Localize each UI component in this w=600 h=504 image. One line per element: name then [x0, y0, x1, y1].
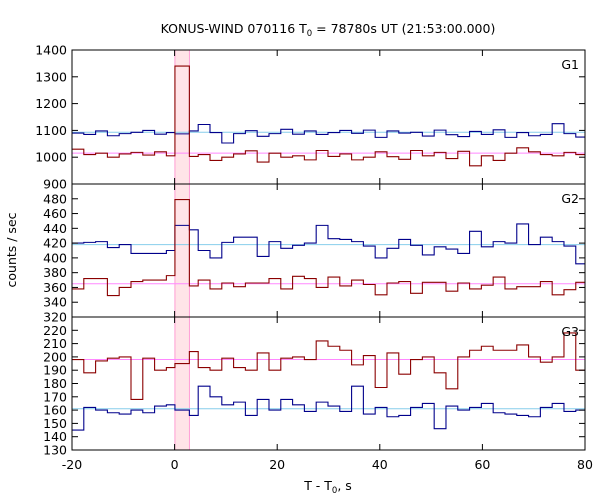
x-tick-label: 20	[269, 457, 285, 472]
y-tick-label: 190	[43, 363, 67, 378]
y-tick-label: 210	[43, 336, 67, 351]
y-tick-label: 140	[43, 429, 67, 444]
panel-frame	[71, 316, 586, 451]
panel-frame	[71, 183, 586, 318]
ticks-layer	[71, 49, 586, 451]
x-tick-label: 80	[577, 457, 593, 472]
histogram-series-line	[72, 223, 585, 265]
x-tick-label: 40	[372, 457, 388, 472]
panel-label: G3	[561, 324, 579, 339]
y-tick-label: 1400	[35, 43, 67, 58]
panel-label: G1	[561, 57, 579, 72]
highlight-layer	[174, 50, 190, 450]
y-tick-label: 1000	[35, 150, 67, 165]
panel-label: G2	[561, 191, 579, 206]
y-tick-label: 1300	[35, 69, 67, 84]
y-tick-label: 160	[43, 403, 67, 418]
y-tick-label: 220	[43, 323, 67, 338]
y-tick-label: 150	[43, 416, 67, 431]
text-layer: KONUS-WIND 070116 T0 = 78780s UT (21:53:…	[4, 21, 593, 496]
histogram-series-line	[72, 65, 585, 167]
frames-layer	[71, 49, 586, 451]
y-tick-label: 380	[43, 265, 67, 280]
y-tick-label: 130	[43, 443, 67, 458]
x-tick-label: -20	[62, 457, 82, 472]
background-lines-layer	[72, 131, 585, 410]
histogram-series-line	[72, 123, 585, 144]
y-tick-label: 170	[43, 389, 67, 404]
chart-title: KONUS-WIND 070116 T0 = 78780s UT (21:53:…	[161, 21, 496, 39]
x-tick-label: 0	[171, 457, 179, 472]
y-tick-label: 1200	[35, 96, 67, 111]
histogram-series-line	[72, 385, 585, 431]
y-axis-label: counts / sec	[4, 212, 19, 287]
y-tick-label: 900	[43, 177, 67, 192]
panel-frame	[71, 49, 586, 185]
x-tick-label: 60	[474, 457, 490, 472]
y-tick-label: 360	[43, 280, 67, 295]
y-tick-label: 460	[43, 206, 67, 221]
y-tick-label: 480	[43, 191, 67, 206]
y-tick-label: 440	[43, 221, 67, 236]
y-tick-label: 180	[43, 376, 67, 391]
histogram-series-line	[72, 198, 585, 297]
highlight-band	[174, 50, 190, 450]
y-tick-label: 320	[43, 310, 67, 325]
series-layer	[72, 65, 585, 431]
y-tick-label: 400	[43, 250, 67, 265]
histogram-series-line	[72, 332, 585, 401]
x-axis-label: T - T0, s	[303, 478, 352, 496]
y-tick-label: 420	[43, 236, 67, 251]
y-tick-label: 1100	[35, 123, 67, 138]
y-tick-label: 200	[43, 349, 67, 364]
y-tick-label: 340	[43, 295, 67, 310]
